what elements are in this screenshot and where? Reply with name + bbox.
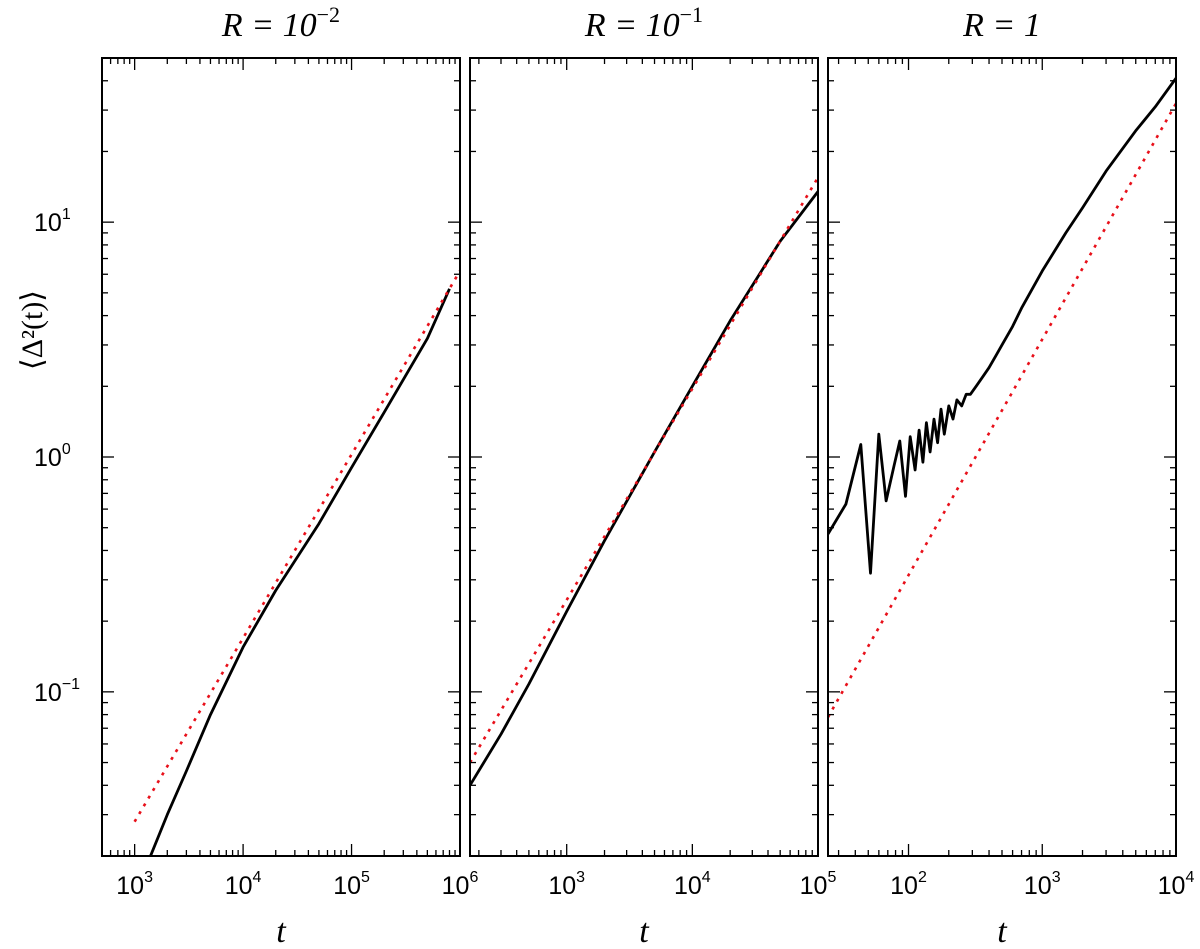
ticks-panel-2 <box>470 57 819 857</box>
msd-curve-panel-1 <box>149 288 451 856</box>
reference-power-law-line-panel-3 <box>828 102 1176 718</box>
x-tick-label-1-1: 103 <box>116 869 153 900</box>
x-tick-label-1-3: 105 <box>333 869 370 900</box>
msd-curve-panel-3 <box>828 77 1176 575</box>
plot-frame-panel-1 <box>101 57 461 857</box>
y-axis-label: ⟨Δ²(t)⟩ <box>16 290 49 370</box>
reference-power-law-line-panel-1 <box>133 270 460 823</box>
panel-1: 103 104 105 106 10−1 100 101 R = 10−2 t <box>34 2 478 949</box>
panel-2: 103 104 105 R = 10−1 t <box>469 2 837 949</box>
x-axis-label-panel-1: t <box>276 913 287 949</box>
y-tick-label-2: 100 <box>34 441 71 472</box>
x-axis-label-panel-2: t <box>639 913 650 949</box>
x-tick-label-1-4: 106 <box>442 869 479 900</box>
y-tick-label-1: 10−1 <box>34 676 80 707</box>
plot-frame-panel-2 <box>469 57 819 857</box>
x-tick-label-1-2: 104 <box>225 869 262 900</box>
y-tick-label-3: 101 <box>34 206 71 237</box>
x-tick-label-3-1: 102 <box>890 869 927 900</box>
x-axis-label-panel-3: t <box>997 913 1008 949</box>
msd-curve-panel-2 <box>470 190 818 787</box>
panel-3: 102 103 104 R = 1 t <box>827 7 1195 949</box>
x-tick-label-2-2: 104 <box>674 869 711 900</box>
x-tick-label-2-1: 103 <box>548 869 585 900</box>
panel-title-2: R = 10−1 <box>584 2 703 44</box>
ticks-panel-1 <box>101 57 461 857</box>
reference-power-law-line-panel-2 <box>470 176 818 764</box>
x-tick-label-3-3: 104 <box>1158 869 1195 900</box>
panel-title-1: R = 10−2 <box>221 2 340 44</box>
x-tick-label-3-2: 103 <box>1024 869 1061 900</box>
ticks-panel-3 <box>828 57 1177 857</box>
panel-title-3: R = 1 <box>962 7 1041 44</box>
x-tick-label-2-3: 105 <box>800 869 837 900</box>
